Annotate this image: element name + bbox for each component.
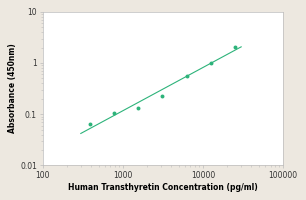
Point <box>88 122 92 125</box>
Point <box>208 61 213 64</box>
Y-axis label: Absorbance (450nm): Absorbance (450nm) <box>8 44 17 133</box>
Point <box>160 94 165 97</box>
X-axis label: Human Transthyretin Concentration (pg/ml): Human Transthyretin Concentration (pg/ml… <box>68 183 258 192</box>
Point <box>232 45 237 48</box>
Point <box>184 74 189 77</box>
Point <box>112 111 117 115</box>
Point <box>136 107 141 110</box>
